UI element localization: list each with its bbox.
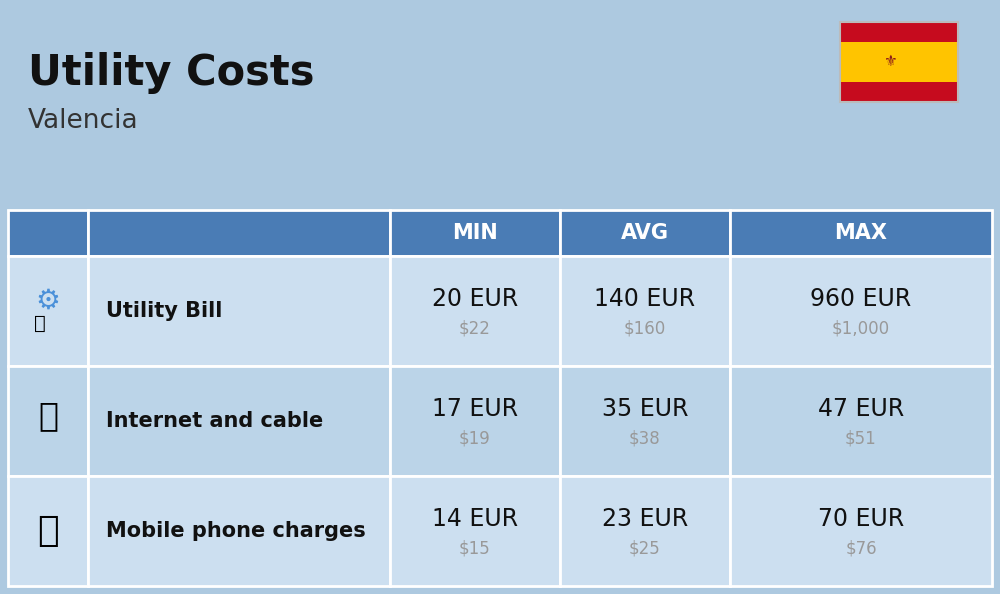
Bar	[8, 256, 88, 366]
Text: Utility Costs: Utility Costs	[28, 52, 314, 94]
Bar	[390, 366, 560, 476]
Bar	[560, 366, 730, 476]
Text: Utility Bill: Utility Bill	[106, 301, 222, 321]
Text: ⚙: ⚙	[36, 287, 60, 315]
Bar	[840, 22, 958, 102]
Bar	[390, 476, 560, 586]
Text: 960 EUR: 960 EUR	[810, 287, 912, 311]
Text: 🔌: 🔌	[34, 314, 46, 333]
Bar	[88, 210, 390, 256]
Bar	[88, 366, 390, 476]
Text: $1,000: $1,000	[832, 320, 890, 338]
Text: $38: $38	[629, 430, 661, 448]
Text: $22: $22	[459, 320, 491, 338]
Text: 70 EUR: 70 EUR	[818, 507, 904, 531]
Bar	[840, 42, 958, 82]
Bar	[8, 366, 88, 476]
Bar	[560, 256, 730, 366]
Text: 17 EUR: 17 EUR	[432, 397, 518, 421]
Text: 140 EUR: 140 EUR	[594, 287, 696, 311]
Text: 23 EUR: 23 EUR	[602, 507, 688, 531]
Text: Internet and cable: Internet and cable	[106, 411, 323, 431]
Bar	[88, 476, 390, 586]
Text: $25: $25	[629, 540, 661, 558]
Text: $15: $15	[459, 540, 491, 558]
Bar	[730, 476, 992, 586]
Text: Valencia: Valencia	[28, 108, 139, 134]
Text: AVG: AVG	[621, 223, 669, 243]
Text: 📱: 📱	[37, 514, 59, 548]
Text: $76: $76	[845, 540, 877, 558]
Text: 35 EUR: 35 EUR	[602, 397, 688, 421]
Text: $51: $51	[845, 430, 877, 448]
Bar	[730, 210, 992, 256]
Bar	[730, 366, 992, 476]
Bar	[390, 256, 560, 366]
Bar	[560, 210, 730, 256]
Text: $160: $160	[624, 320, 666, 338]
Bar	[840, 82, 958, 102]
Bar	[840, 22, 958, 42]
Bar	[8, 476, 88, 586]
Text: 20 EUR: 20 EUR	[432, 287, 518, 311]
Bar	[730, 256, 992, 366]
Text: MIN: MIN	[452, 223, 498, 243]
Text: 14 EUR: 14 EUR	[432, 507, 518, 531]
Text: $19: $19	[459, 430, 491, 448]
Bar	[8, 210, 88, 256]
Text: MAX: MAX	[834, 223, 888, 243]
Text: ⚜: ⚜	[883, 55, 896, 69]
Bar	[390, 210, 560, 256]
Bar	[88, 256, 390, 366]
Text: Mobile phone charges: Mobile phone charges	[106, 521, 366, 541]
Bar	[560, 476, 730, 586]
Text: 📡: 📡	[38, 400, 58, 432]
Text: 47 EUR: 47 EUR	[818, 397, 904, 421]
